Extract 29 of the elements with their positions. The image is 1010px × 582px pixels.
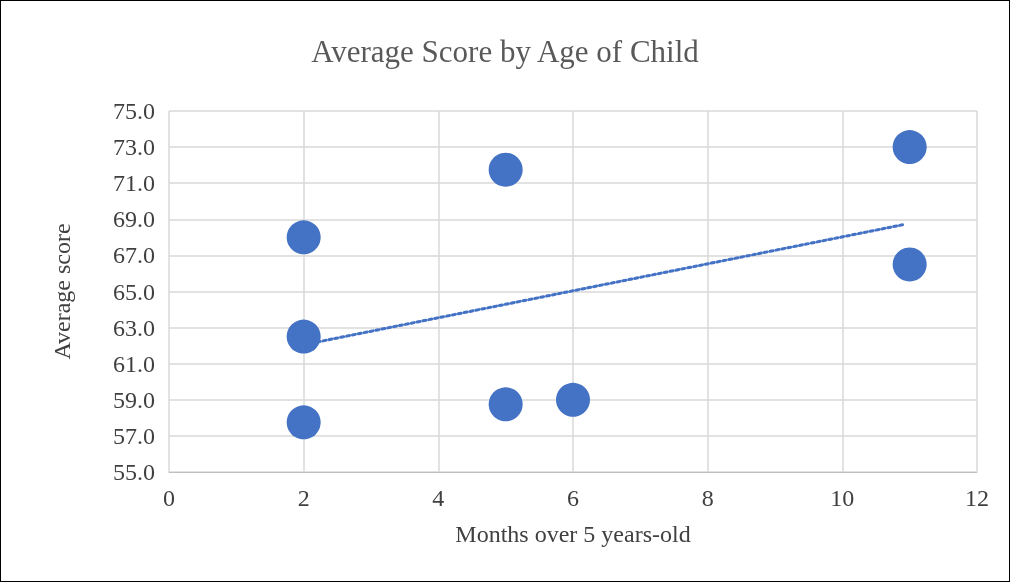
y-tick-label: 61.0 (113, 350, 155, 377)
point (488, 387, 523, 422)
y-tick-label: 73.0 (113, 134, 155, 161)
point (286, 220, 321, 255)
point (286, 405, 321, 440)
x-tick-label: 0 (163, 485, 175, 511)
point (892, 130, 927, 165)
x-tick-label: 12 (965, 485, 989, 511)
point (286, 319, 321, 354)
y-tick-label: 57.0 (113, 422, 155, 449)
y-tick-label: 69.0 (113, 206, 155, 233)
y-tick-label: 59.0 (113, 386, 155, 413)
y-tick-label: 71.0 (113, 170, 155, 197)
y-tick-label: 67.0 (113, 242, 155, 269)
chart-title: Average Score by Age of Child (311, 34, 700, 69)
x-tick-label: 10 (830, 485, 855, 511)
x-axis-title: Months over 5 years-old (455, 521, 691, 547)
x-tick-label: 8 (701, 485, 714, 511)
y-tick-label: 75.0 (113, 98, 155, 124)
y-axis-title: Average score (49, 223, 75, 360)
y-tick-label: 65.0 (113, 278, 155, 305)
point (556, 382, 590, 417)
y-tick-label: 63.0 (113, 314, 155, 341)
x-tick-label: 2 (297, 485, 310, 511)
x-tick-label: 4 (432, 485, 445, 511)
point (488, 152, 523, 187)
x-tick-label: 6 (567, 485, 579, 511)
point (892, 247, 927, 282)
y-tick-label: 55.0 (113, 459, 155, 485)
